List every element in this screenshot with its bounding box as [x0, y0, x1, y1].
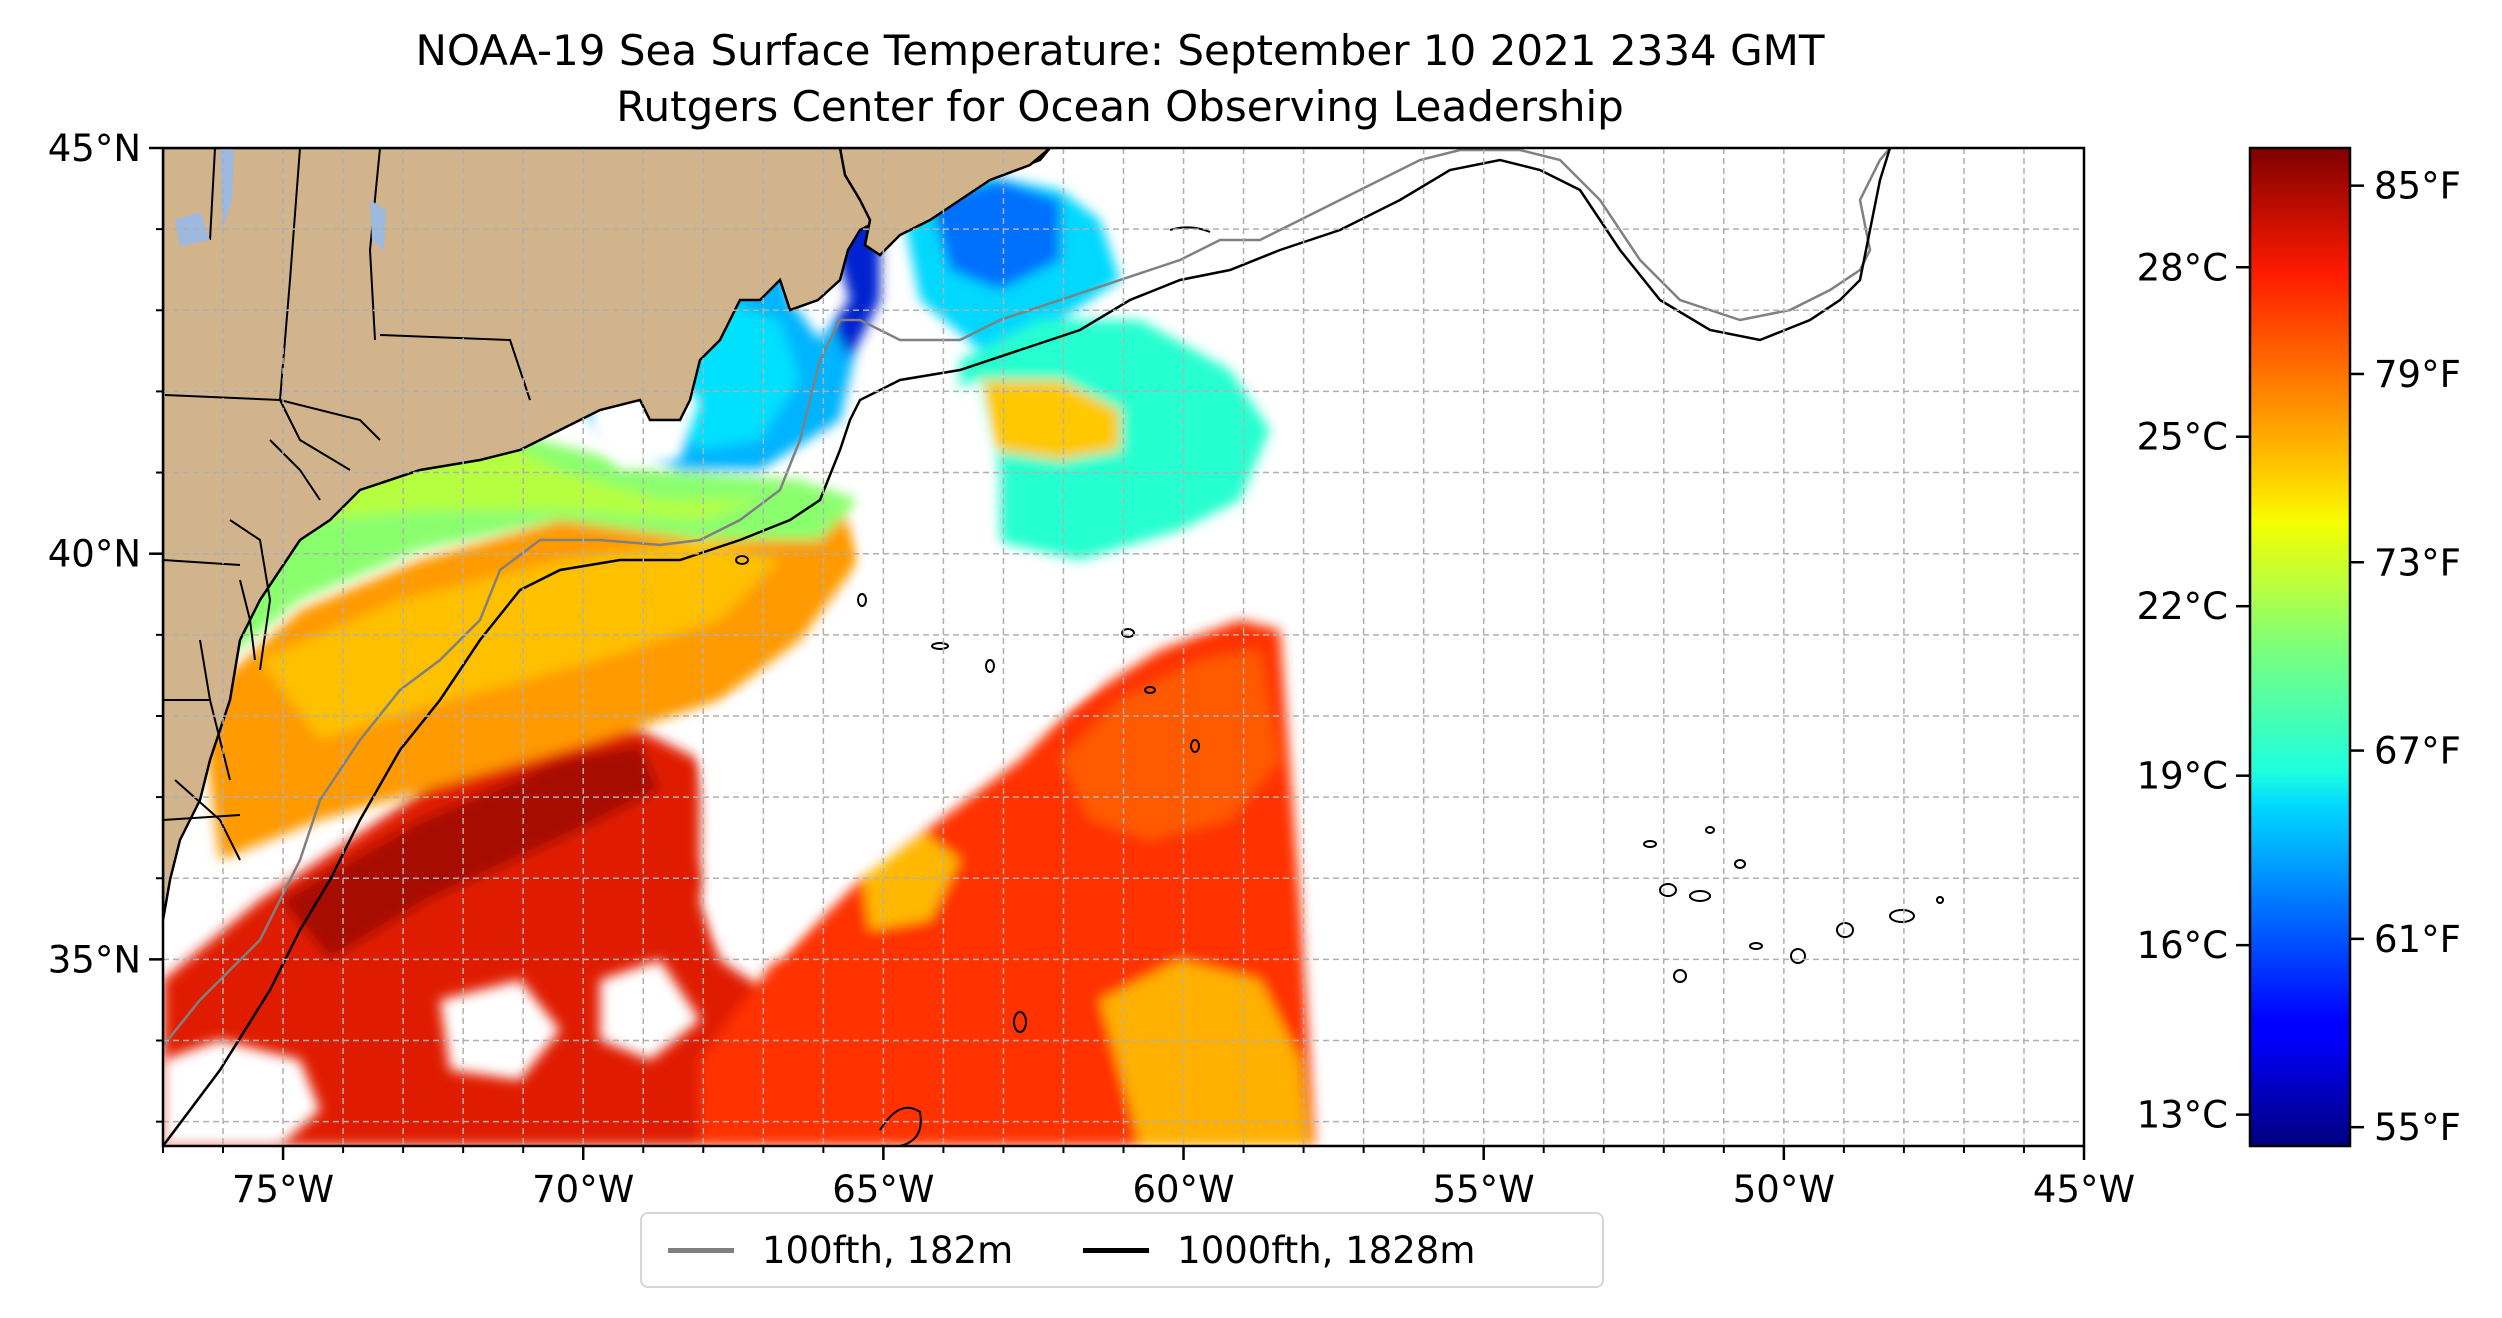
- legend-swatch-1000fth: [1083, 1247, 1150, 1253]
- colorbar-c-label: 16°C: [2137, 924, 2228, 967]
- legend-swatch-100fth: [668, 1247, 734, 1253]
- map-panel: [163, 148, 2084, 1146]
- minor-ticks: [156, 147, 2085, 1153]
- contour-100fth: [163, 148, 1891, 1047]
- contour-1000fth: [163, 148, 1892, 1146]
- y-tick-label: 45°N: [48, 127, 141, 170]
- x-tick-label: 70°W: [532, 1168, 634, 1211]
- x-tick-label: 65°W: [832, 1168, 934, 1211]
- bathymetry-islands: [735, 226, 1944, 1146]
- x-tick-label: 45°W: [2033, 1168, 2135, 1211]
- map-subtitle: Rutgers Center for Ocean Observing Leade…: [616, 82, 1624, 131]
- legend-item-100fth: 100fth, 182m: [668, 1229, 1013, 1272]
- colorbar-c-label: 13°C: [2137, 1094, 2228, 1137]
- gridlines: [163, 148, 2084, 1146]
- y-tick-label: 40°N: [48, 533, 141, 576]
- colorbar-c-label: 25°C: [2137, 416, 2228, 459]
- map-title: NOAA-19 Sea Surface Temperature: Septemb…: [415, 26, 1825, 75]
- colorbar-f-label: 55°F: [2374, 1106, 2461, 1149]
- colorbar-f-label: 73°F: [2374, 541, 2461, 584]
- colorbar-fahrenheit-axis: 85°F 79°F 73°F 67°F 61°F 55°F: [2350, 165, 2461, 1149]
- legend-label-1000fth: 1000fth, 1828m: [1177, 1228, 1476, 1272]
- land-nova-scotia: [838, 148, 1052, 257]
- coast-detail: [174, 579, 256, 861]
- colorbar-c-label: 19°C: [2137, 755, 2228, 798]
- colorbar-c-label: 28°C: [2137, 246, 2228, 289]
- colorbar-f-label: 67°F: [2374, 730, 2461, 773]
- legend: 100fth, 182m 1000fth, 1828m: [640, 1212, 1604, 1288]
- colorbar-celsius-axis: 28°C 25°C 22°C 19°C 16°C 13°C: [2137, 246, 2250, 1137]
- colorbar-f-label: 79°F: [2374, 353, 2461, 396]
- colorbar-f-label: 61°F: [2374, 918, 2461, 961]
- y-axis: 35°N 40°N 45°N: [48, 127, 163, 981]
- y-tick-label: 35°N: [48, 938, 141, 981]
- x-tick-label: 55°W: [1433, 1168, 1535, 1211]
- x-tick-label: 75°W: [232, 1168, 334, 1211]
- x-tick-label: 60°W: [1132, 1168, 1234, 1211]
- legend-item-1000fth: 1000fth, 1828m: [1083, 1229, 1475, 1272]
- legend-label-100fth: 100fth, 182m: [762, 1228, 1014, 1272]
- colorbar-scale: [2248, 146, 2352, 1148]
- x-tick-label: 50°W: [1733, 1168, 1835, 1211]
- colorbar-c-label: 22°C: [2137, 585, 2228, 628]
- x-axis: 75°W 70°W 65°W 60°W 55°W 50°W 45°W: [232, 1146, 2135, 1211]
- colorbar-f-label: 85°F: [2374, 165, 2461, 208]
